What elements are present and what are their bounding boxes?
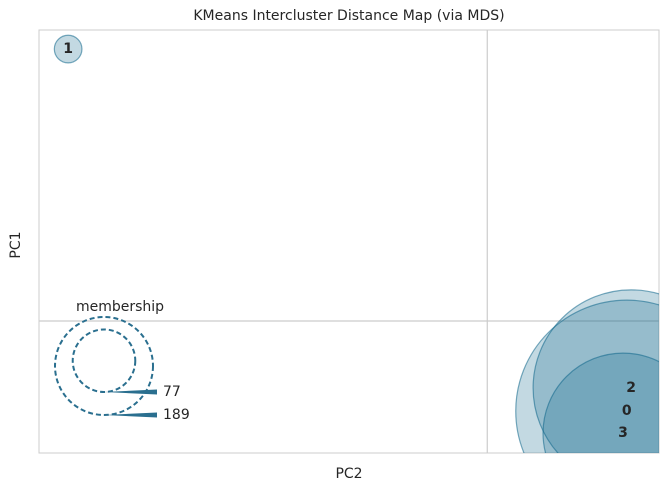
legend-pointer <box>104 389 157 395</box>
legend-pointer <box>104 412 157 418</box>
chart-title: KMeans Intercluster Distance Map (via MD… <box>193 8 504 24</box>
cluster-label: 0 <box>622 403 632 419</box>
x-axis-label: PC2 <box>335 466 362 482</box>
cluster <box>542 352 659 453</box>
cluster-label: 2 <box>626 380 636 396</box>
legend-value: 189 <box>163 407 190 423</box>
y-axis-label: PC1 <box>8 231 24 258</box>
legend-value: 77 <box>163 384 181 400</box>
legend-title: membership <box>76 299 164 315</box>
plot-area <box>38 29 660 454</box>
plot: 0 1 2 3 <box>39 30 659 453</box>
cluster <box>515 299 659 453</box>
cluster <box>53 34 83 64</box>
legend-circle <box>71 328 137 394</box>
cluster-label: 1 <box>63 41 73 57</box>
overlay: membership 77 189 <box>54 299 190 423</box>
cluster-label: 3 <box>618 425 628 441</box>
cluster <box>532 289 659 453</box>
